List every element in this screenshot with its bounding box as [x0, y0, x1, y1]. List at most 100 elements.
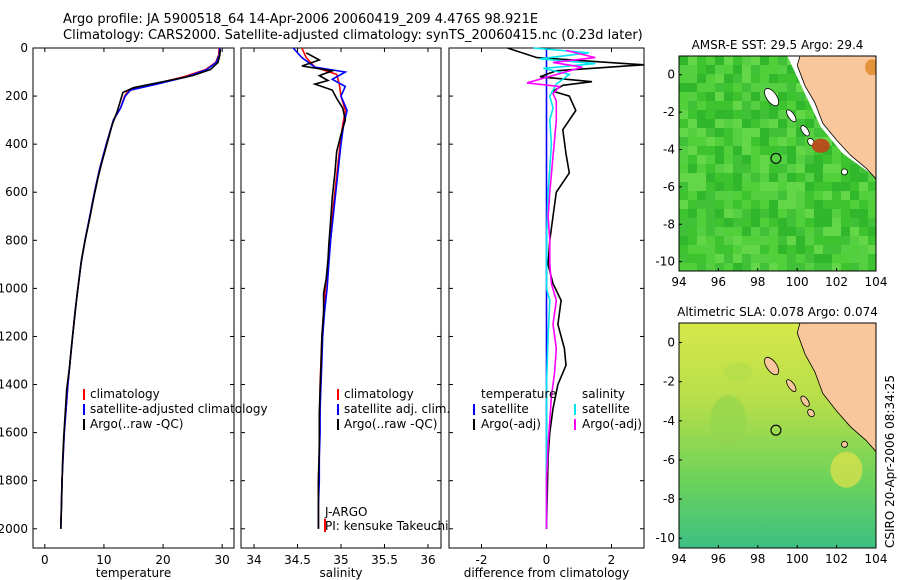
sst-cell	[841, 263, 850, 271]
sst-cell	[850, 263, 859, 271]
sst-cell	[706, 227, 715, 236]
sst-cell	[688, 227, 697, 236]
sst-cell	[814, 236, 823, 245]
sst-cell	[850, 218, 859, 227]
sst-cell	[796, 236, 805, 245]
sst-cell	[751, 173, 760, 182]
sst-cell	[697, 164, 706, 173]
sst-cell	[706, 218, 715, 227]
difference-legend-label: Argo(-adj)	[481, 417, 541, 431]
sst-cell	[751, 128, 760, 137]
sst-cell	[733, 137, 742, 146]
temperature-legend-label: satellite-adjusted climatology	[90, 402, 268, 416]
sst-cell	[715, 191, 724, 200]
sst-cell	[742, 236, 751, 245]
map-ytick-label: -6	[663, 180, 675, 194]
temperature-legend-label: Argo(..raw -QC)	[90, 417, 183, 431]
sst-cell	[706, 110, 715, 119]
sst-cell	[760, 182, 769, 191]
sst-cell	[796, 245, 805, 254]
salinity-series-line	[301, 52, 347, 529]
sst-cell	[679, 182, 688, 191]
sst-cell	[715, 119, 724, 128]
sst-cell	[832, 254, 841, 263]
map-frame-sst	[678, 55, 877, 272]
sst-cell	[823, 191, 832, 200]
sst-cell	[697, 227, 706, 236]
sst-cell	[724, 236, 733, 245]
sst-cell	[805, 110, 814, 119]
sst-cell	[715, 155, 724, 164]
sst-cell	[859, 173, 868, 182]
sst-cell	[868, 191, 876, 200]
sst-cell	[688, 218, 697, 227]
depth-tick-label: 1600	[0, 426, 28, 440]
sst-cell	[823, 209, 832, 218]
depth-tick-label: 200	[5, 89, 28, 103]
sst-cell	[868, 200, 876, 209]
sst-cell	[832, 245, 841, 254]
sst-cell	[841, 173, 850, 182]
sst-cell	[733, 191, 742, 200]
map-ytick-label: -8	[663, 492, 675, 506]
figure-title-line-2: Climatology: CARS2000. Satellite-adjuste…	[63, 28, 643, 43]
difference-xtick-label: 2	[608, 553, 616, 567]
sst-cell	[778, 200, 787, 209]
sst-cell	[841, 245, 850, 254]
sst-cell	[778, 263, 787, 271]
sst-cell	[760, 209, 769, 218]
sst-cell	[805, 155, 814, 164]
salinity-annotation: J-ARGO	[324, 505, 367, 519]
sst-cell	[724, 227, 733, 236]
sst-cell	[715, 137, 724, 146]
sst-cell	[769, 245, 778, 254]
map-content-sst	[679, 56, 876, 271]
depth-tick-label: 1200	[0, 329, 28, 343]
sst-cell	[706, 191, 715, 200]
difference-legend-label: satellite	[481, 402, 529, 416]
sst-cell	[814, 263, 823, 271]
sst-cell	[796, 173, 805, 182]
sst-cell	[751, 74, 760, 83]
sst-cell	[697, 128, 706, 137]
sst-cell	[868, 227, 876, 236]
sst-cell	[850, 182, 859, 191]
sst-cell	[832, 146, 841, 155]
salinity-series-line	[301, 47, 347, 529]
sst-cell	[805, 101, 814, 110]
sst-cell	[724, 146, 733, 155]
salinity-series-line	[292, 47, 348, 529]
sst-cell	[679, 218, 688, 227]
depth-tick-label: 2000	[0, 522, 28, 536]
sst-cell	[787, 74, 796, 83]
sst-cell	[760, 65, 769, 74]
sst-cell	[814, 227, 823, 236]
sst-cell	[796, 254, 805, 263]
salinity-legend-label: Argo(..raw -QC)	[344, 417, 437, 431]
sst-cell	[688, 110, 697, 119]
sst-cell	[733, 83, 742, 92]
salinity-axes-frame	[240, 47, 442, 549]
map-xtick-label: 102	[825, 275, 848, 289]
island	[841, 440, 848, 448]
sst-cell	[733, 110, 742, 119]
sst-cell	[733, 56, 742, 65]
sst-cell	[787, 218, 796, 227]
sst-cell	[823, 146, 832, 155]
sst-cell	[787, 254, 796, 263]
sst-cell	[868, 218, 876, 227]
sst-cell	[760, 191, 769, 200]
sst-cell	[859, 200, 868, 209]
sst-cell	[724, 137, 733, 146]
sst-cell	[733, 227, 742, 236]
sst-cell	[724, 101, 733, 110]
sst-cell	[859, 191, 868, 200]
temperature-axes-frame	[32, 47, 235, 549]
sst-cell	[679, 263, 688, 271]
sst-cell	[832, 155, 841, 164]
difference-xtick-label: -2	[476, 553, 488, 567]
sst-cell	[778, 128, 787, 137]
credit-timestamp: CSIRO 20-Apr-2006 08:34:25	[883, 375, 897, 548]
sst-cell	[733, 128, 742, 137]
sst-cell	[679, 146, 688, 155]
